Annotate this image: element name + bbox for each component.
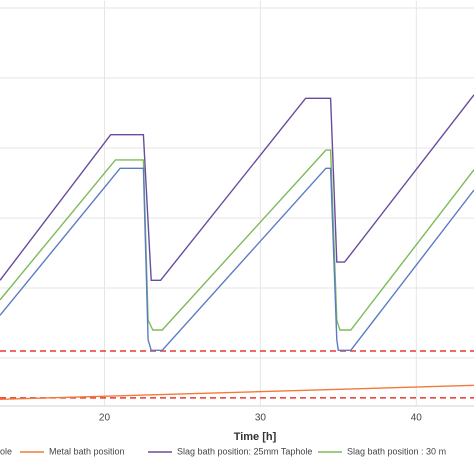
legend-label: Metal bath position (49, 446, 125, 456)
series-line (0, 167, 474, 351)
legend-label: Slag bath position: 25mm Taphole (177, 446, 312, 456)
x-tick-label: 20 (99, 413, 111, 424)
series-line (0, 149, 474, 331)
x-tick-label: 40 (411, 413, 423, 424)
legend-label: Slag bath position : 30 m (347, 446, 446, 456)
legend-label: hole (0, 446, 12, 456)
x-axis-title: Time [h] (234, 431, 277, 443)
series-line (0, 94, 474, 281)
series-line (0, 384, 474, 400)
x-tick-label: 30 (255, 413, 267, 424)
